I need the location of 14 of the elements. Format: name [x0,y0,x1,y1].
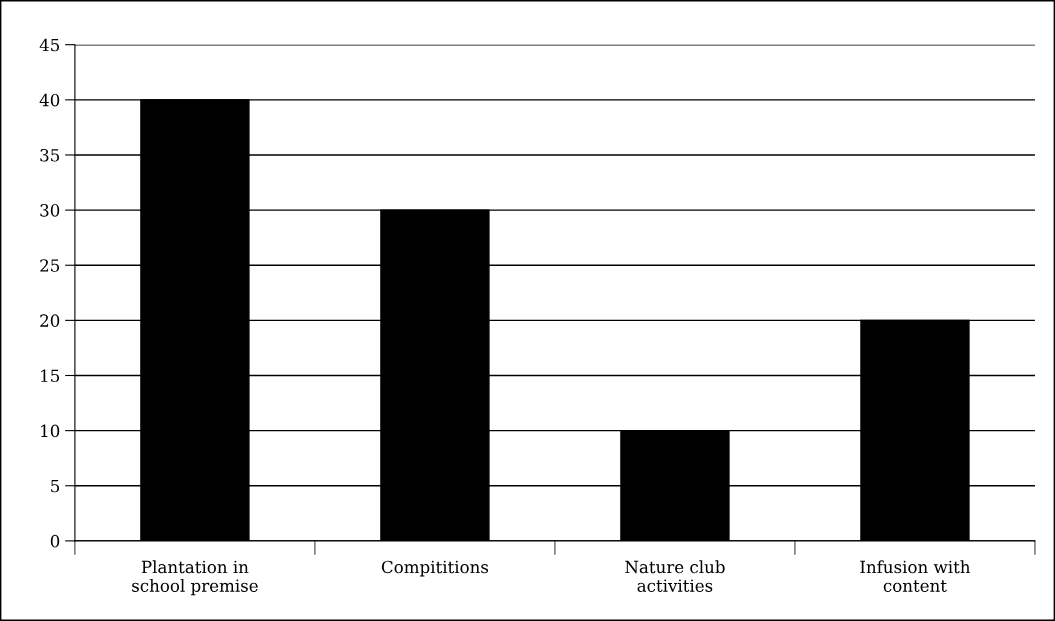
x-tick-label: Nature club activities [625,560,725,592]
x-tick-label: Infusion with content [860,560,971,592]
y-tick-label: 30 [40,204,60,217]
y-tick-label: 25 [40,259,60,272]
y-tick-label: 15 [41,369,60,383]
y-tick-label: 20 [40,314,60,327]
y-tick-label: 40 [39,93,60,107]
x-tick-label: Compititions [381,560,489,577]
y-tick-label: 35 [40,148,60,162]
y-tick-label: 45 [39,38,60,52]
y-tick-label: 0 [50,534,60,548]
y-tick-label: 10 [41,424,60,438]
y-tick-label: 5 [51,479,60,493]
x-tick-label: Plantation in school premise [132,560,258,596]
